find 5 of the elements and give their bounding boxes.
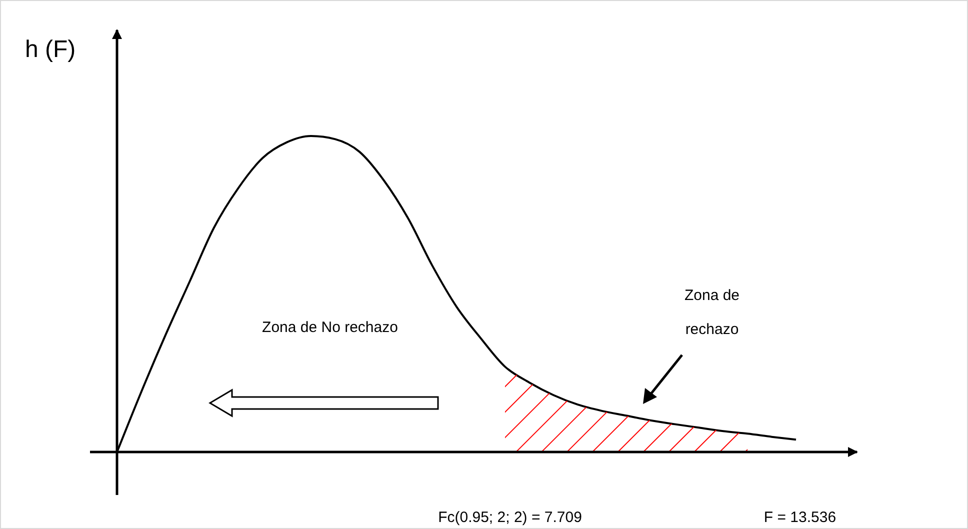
y-axis-title: h (F) <box>25 36 76 63</box>
text: Fc(0.95; 2; 2) = 7.709 <box>438 509 582 526</box>
text: F = 13.536 <box>764 509 836 526</box>
annotation: Zona de No rechazo <box>262 319 398 336</box>
annotation: Zona de rechazo <box>684 287 740 338</box>
